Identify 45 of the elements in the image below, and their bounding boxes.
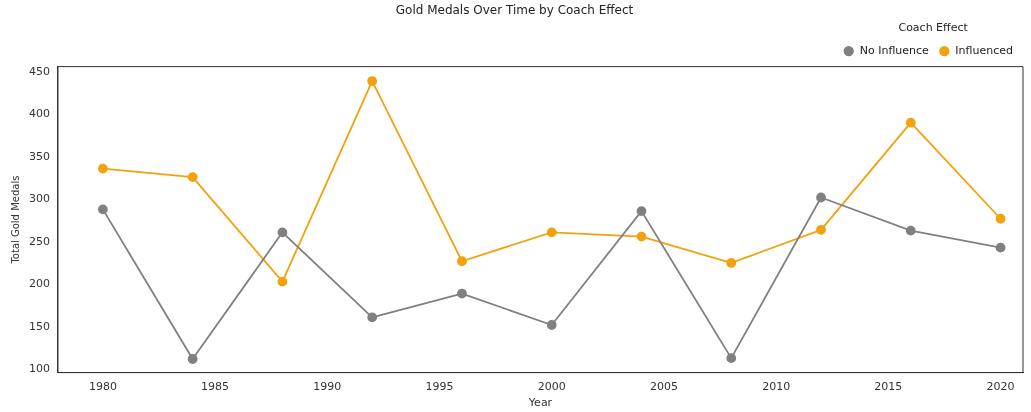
chart-title: Gold Medals Over Time by Coach Effect — [395, 3, 634, 18]
x-axis-title: Year — [527, 396, 553, 410]
x-tick-label: 2000 — [537, 380, 566, 394]
y-axis-title: Total Gold Medals — [9, 175, 21, 265]
point — [187, 172, 198, 182]
legend-label: Influenced — [955, 43, 1013, 57]
y-tick-label: 350 — [29, 149, 50, 163]
point — [187, 354, 198, 364]
point — [97, 163, 108, 174]
point — [97, 204, 108, 215]
x-tick-label: 2015 — [874, 380, 903, 394]
point — [277, 276, 288, 287]
y-tick-label: 200 — [29, 277, 50, 291]
y-tick-label: 100 — [29, 362, 50, 376]
x-tick-label: 1995 — [425, 380, 454, 394]
point — [905, 117, 916, 128]
y-tick-label: 300 — [29, 192, 50, 206]
point — [546, 227, 557, 238]
y-tick-label: 150 — [29, 319, 50, 333]
point — [726, 353, 737, 364]
legend-title: Coach Effect — [898, 20, 969, 34]
point — [367, 76, 378, 86]
legend-label: No Influence — [859, 43, 930, 57]
point — [367, 312, 378, 323]
point — [457, 288, 467, 299]
x-tick-label: 2020 — [986, 380, 1015, 394]
point — [636, 206, 647, 216]
point — [995, 213, 1006, 224]
point — [726, 258, 737, 268]
y-tick-label: 400 — [29, 107, 50, 121]
x-tick-label: 1990 — [313, 380, 342, 394]
y-tick-label: 250 — [29, 234, 50, 248]
point — [816, 224, 826, 235]
x-tick-label: 1985 — [201, 380, 230, 394]
x-tick-label: 1980 — [88, 380, 117, 394]
point — [995, 242, 1006, 253]
x-tick-label: 2010 — [762, 380, 791, 394]
y-tick-label: 450 — [29, 64, 50, 78]
point — [816, 192, 826, 203]
point — [546, 320, 557, 330]
point — [905, 225, 916, 236]
point — [636, 231, 647, 242]
x-tick-label: 2005 — [649, 380, 678, 394]
point — [457, 256, 467, 267]
point — [277, 227, 288, 238]
